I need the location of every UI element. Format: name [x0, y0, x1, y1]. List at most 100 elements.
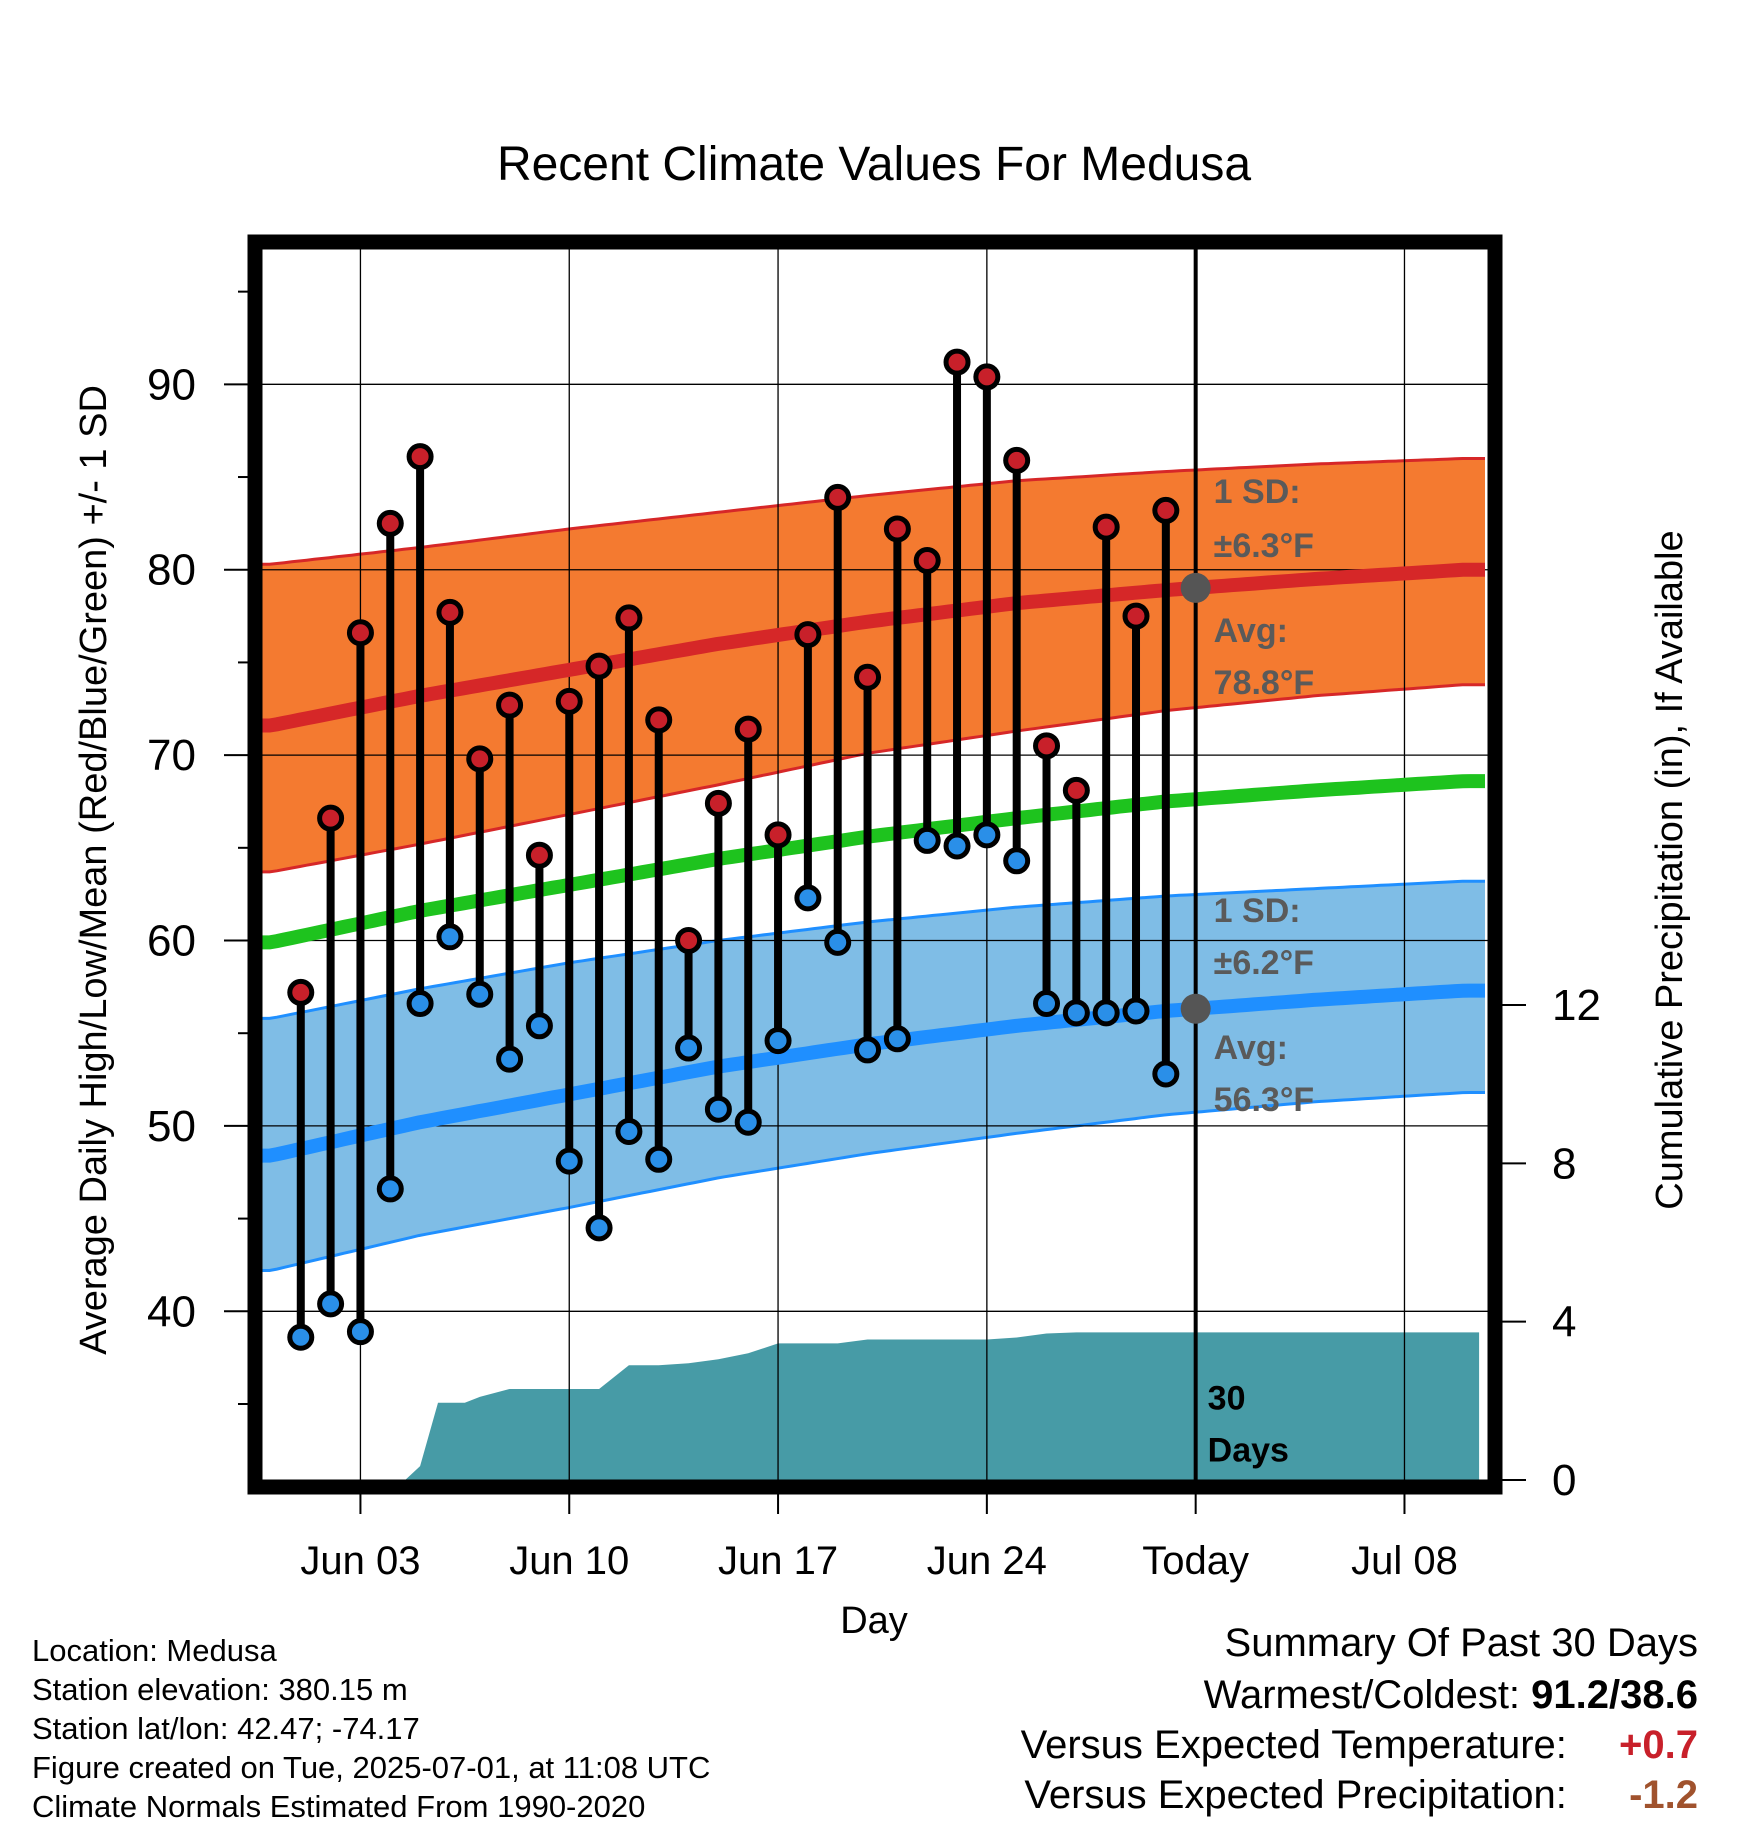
daily-low-point — [287, 1323, 315, 1351]
daily-high-point — [1122, 602, 1150, 630]
daily-low-point — [406, 990, 434, 1018]
observations — [287, 348, 1180, 1351]
daily-low-point — [496, 1045, 524, 1073]
y-tick-label: 60 — [147, 917, 196, 966]
daily-high-point — [346, 619, 374, 647]
high-sd-value: ±6.3°F — [1214, 527, 1314, 565]
daily-high-point — [406, 443, 434, 471]
y2-tick-label: 8 — [1552, 1139, 1576, 1188]
daily-low-point — [525, 1012, 553, 1040]
y2-tick-label: 0 — [1552, 1456, 1576, 1505]
daily-low-point — [1092, 999, 1120, 1027]
summary-title: Summary Of Past 30 Days — [1224, 1621, 1698, 1665]
precip-label: Versus Expected Precipitation: — [1024, 1773, 1567, 1817]
daily-low-point — [824, 928, 852, 956]
daily-high-point — [824, 483, 852, 511]
daily-high-point — [585, 652, 613, 680]
daily-low-point — [1122, 997, 1150, 1025]
plot-frame — [247, 234, 1503, 1495]
low-band-lower-edge — [262, 1091, 1485, 1272]
daily-high-point — [645, 706, 673, 734]
daily-high-point — [794, 621, 822, 649]
y-tick-label: 80 — [147, 546, 196, 595]
temp-value: +0.7 — [1619, 1723, 1698, 1767]
x-tick-label: Jul 08 — [1351, 1539, 1458, 1583]
high-sd-label: 1 SD: — [1214, 473, 1301, 511]
daily-high-point — [943, 348, 971, 376]
y-tick-label: 90 — [147, 360, 196, 409]
precipitation-area — [270, 1332, 1480, 1480]
y-axis-title: Average Daily High/Low/Mean (Red/Blue/Gr… — [73, 385, 115, 1355]
x-tick-label: Jun 10 — [509, 1539, 629, 1583]
daily-high-point — [675, 927, 703, 955]
avg-high-line — [262, 562, 1485, 733]
daily-low-point — [1152, 1060, 1180, 1088]
daily-high-point — [496, 691, 524, 719]
daily-high-point — [615, 604, 643, 632]
high-band-upper-edge — [262, 457, 1485, 566]
daily-high-point — [376, 509, 404, 537]
high-avg-value: 78.8°F — [1214, 664, 1315, 702]
x-tick-label: Jun 03 — [300, 1539, 420, 1583]
low-avg-label: Avg: — [1214, 1029, 1288, 1067]
daily-low-point — [794, 884, 822, 912]
daily-high-point — [317, 804, 345, 832]
daily-low-point — [1062, 999, 1090, 1027]
x-tick-label: Today — [1142, 1539, 1249, 1583]
daily-low-point — [973, 821, 1001, 849]
footer-normals: Climate Normals Estimated From 1990-2020 — [32, 1789, 646, 1824]
daily-low-point — [734, 1108, 762, 1136]
axes: 40 50 60 70 80 90 0 4 8 12 Jun 03 Jun 10 Jun 17 Jun 2… — [147, 234, 1601, 1583]
daily-low-point — [346, 1318, 374, 1346]
daily-high-point — [704, 789, 732, 817]
footer-location: Location: Medusa — [32, 1633, 277, 1668]
today-low-avg-marker — [1180, 993, 1211, 1024]
footer-latlon: Station lat/lon: 42.47; -74.17 — [32, 1711, 420, 1746]
y2-axis-title: Cumulative Precipitation (in), If Availa… — [1649, 530, 1691, 1209]
daily-high-point — [854, 663, 882, 691]
daily-low-point — [883, 1025, 911, 1053]
daily-high-point — [1152, 496, 1180, 524]
x-tick-label: Jun 24 — [927, 1539, 1047, 1583]
y-tick-label: 50 — [147, 1102, 196, 1151]
daily-high-point — [287, 978, 315, 1006]
daily-low-point — [764, 1027, 792, 1055]
daily-low-point — [555, 1147, 583, 1175]
plot-area — [262, 249, 1488, 1480]
daily-high-point — [734, 715, 762, 743]
low-band-upper-edge — [262, 879, 1485, 1020]
daily-low-point — [913, 826, 941, 854]
daily-high-point — [1092, 513, 1120, 541]
daily-low-point — [675, 1034, 703, 1062]
daily-high-point — [1062, 776, 1090, 804]
precip-value: -1.2 — [1629, 1773, 1698, 1817]
daily-high-point — [1003, 446, 1031, 474]
daily-high-point — [555, 687, 583, 715]
daily-high-point — [1033, 732, 1061, 760]
daily-high-point — [466, 745, 494, 773]
daily-high-point — [973, 363, 1001, 391]
high-avg-label: Avg: — [1214, 612, 1288, 650]
low-sd-label: 1 SD: — [1214, 892, 1301, 930]
daily-high-point — [883, 515, 911, 543]
daily-low-point — [943, 832, 971, 860]
today-high-avg-marker — [1180, 572, 1211, 603]
daily-low-point — [645, 1145, 673, 1173]
daily-high-point — [436, 598, 464, 626]
footer-created: Figure created on Tue, 2025-07-01, at 11… — [32, 1750, 711, 1785]
daily-low-point — [466, 980, 494, 1008]
low-sd-value: ±6.2°F — [1214, 944, 1314, 982]
low-avg-value: 56.3°F — [1214, 1081, 1315, 1119]
y2-tick-label: 4 — [1552, 1298, 1576, 1347]
x-tick-label: Jun 17 — [718, 1539, 838, 1583]
footer-elevation: Station elevation: 380.15 m — [32, 1672, 408, 1707]
avg-mean-line — [262, 774, 1485, 950]
daily-low-point — [585, 1214, 613, 1242]
temp-label: Versus Expected Temperature: — [1020, 1723, 1567, 1767]
daily-low-point — [1033, 990, 1061, 1018]
y2-tick-label: 12 — [1552, 981, 1601, 1030]
daily-low-point — [1003, 847, 1031, 875]
daily-high-point — [525, 841, 553, 869]
summary-warm-cold: Warmest/Coldest: 91.2/38.6 — [1204, 1673, 1698, 1718]
